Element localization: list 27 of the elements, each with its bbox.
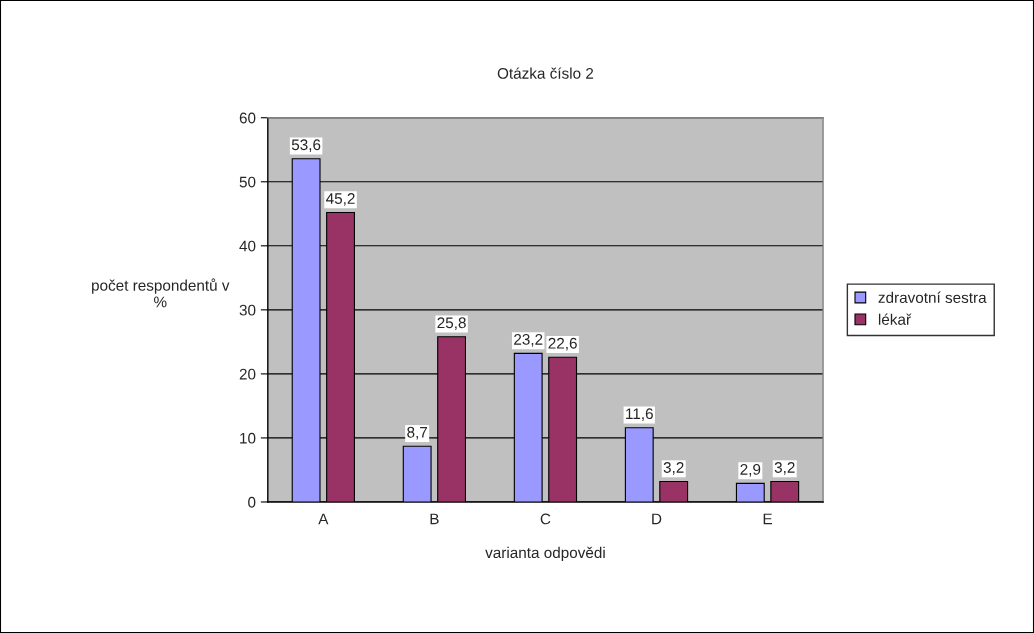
x-tick-label: D bbox=[652, 513, 662, 525]
x-tick-label: B bbox=[430, 513, 439, 525]
y-tick-label: 50 bbox=[239, 176, 256, 188]
y-tick-label: 0 bbox=[248, 496, 256, 508]
data-label: 3,2 bbox=[774, 462, 795, 475]
legend-label: lékař bbox=[878, 313, 912, 325]
data-label: 45,2 bbox=[326, 193, 355, 206]
y-tick-label: 60 bbox=[239, 112, 256, 124]
legend-label: zdravotní sestra bbox=[878, 291, 987, 304]
data-label: 2,9 bbox=[740, 464, 761, 477]
y-tick-label: 20 bbox=[239, 368, 256, 380]
chart-title: Otázka číslo 2 bbox=[497, 67, 594, 79]
x-tick-label: E bbox=[763, 513, 772, 525]
x-axis-title: varianta odpovědi bbox=[485, 546, 605, 562]
data-label: 22,6 bbox=[548, 337, 577, 351]
data-label: 25,8 bbox=[437, 317, 466, 330]
data-label: 53,6 bbox=[291, 139, 321, 152]
x-tick-label: C bbox=[540, 513, 551, 525]
y-tick-label: 30 bbox=[239, 304, 256, 316]
data-label: 23,2 bbox=[514, 334, 543, 347]
y-axis-title: počet respondentů v % bbox=[92, 278, 230, 308]
data-label: 11,6 bbox=[626, 408, 653, 421]
y-tick-label: 40 bbox=[239, 240, 256, 252]
y-tick-label: 10 bbox=[240, 432, 256, 444]
data-label: 3,2 bbox=[663, 462, 684, 475]
x-tick-label: A bbox=[318, 513, 329, 525]
data-label: 8,7 bbox=[407, 426, 428, 440]
